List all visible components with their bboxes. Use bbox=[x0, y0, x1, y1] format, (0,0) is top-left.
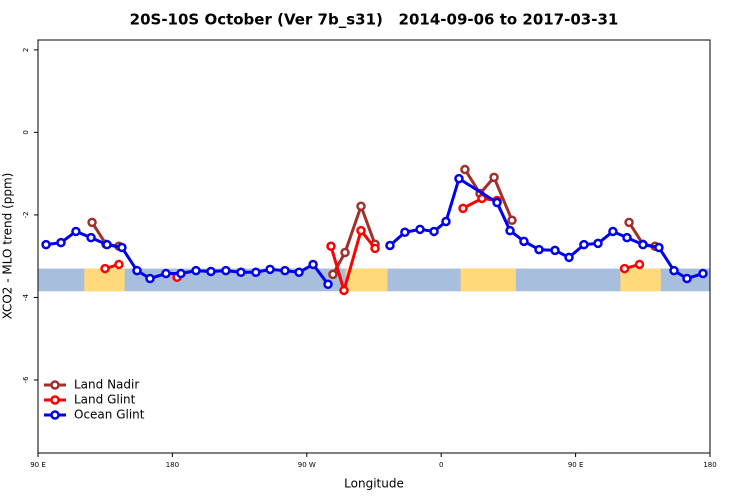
point bbox=[579, 239, 589, 250]
y-tick-label: 2 bbox=[22, 48, 30, 52]
point bbox=[624, 217, 634, 228]
legend-marker bbox=[50, 410, 60, 420]
point bbox=[619, 263, 630, 274]
point bbox=[441, 216, 451, 227]
point bbox=[519, 236, 529, 247]
land-mask bbox=[84, 268, 125, 292]
point bbox=[356, 201, 366, 212]
x-tick-label: 90 E bbox=[30, 461, 46, 469]
point bbox=[87, 217, 97, 228]
point bbox=[117, 242, 127, 253]
point bbox=[221, 265, 231, 276]
point bbox=[145, 273, 155, 284]
plot-frame bbox=[37, 39, 711, 454]
legend-marker bbox=[50, 380, 60, 390]
legend-label: Land Glint bbox=[74, 393, 136, 407]
point bbox=[326, 241, 336, 252]
point bbox=[564, 252, 574, 263]
point bbox=[356, 225, 366, 236]
point bbox=[132, 265, 142, 276]
land-mask bbox=[460, 268, 516, 292]
point bbox=[429, 226, 439, 237]
point bbox=[622, 232, 632, 243]
point bbox=[328, 269, 338, 280]
point bbox=[41, 239, 51, 250]
chart-title: 20S-10S October (Ver 7b_s31) 2014-09-06 … bbox=[130, 11, 619, 29]
legend-label: Ocean Glint bbox=[74, 408, 145, 422]
point bbox=[669, 265, 679, 276]
point bbox=[102, 239, 112, 250]
point bbox=[608, 226, 618, 237]
point bbox=[265, 264, 275, 275]
point bbox=[454, 173, 464, 184]
point bbox=[206, 266, 216, 277]
point bbox=[458, 203, 468, 214]
point bbox=[86, 232, 96, 243]
point bbox=[251, 267, 261, 278]
point bbox=[507, 215, 517, 226]
y-tick-label: -6 bbox=[22, 376, 30, 384]
point bbox=[460, 164, 470, 175]
y-tick-label: -4 bbox=[22, 293, 30, 301]
point bbox=[654, 242, 664, 253]
point bbox=[400, 227, 410, 238]
point bbox=[176, 268, 186, 279]
point bbox=[385, 240, 395, 251]
point bbox=[191, 265, 201, 276]
x-tick-label: 90 E bbox=[568, 461, 584, 469]
legend-label: Land Nadir bbox=[74, 378, 139, 392]
point bbox=[114, 259, 124, 270]
point bbox=[100, 263, 110, 274]
series-line bbox=[104, 196, 640, 292]
point bbox=[550, 245, 560, 256]
point bbox=[698, 268, 708, 279]
point bbox=[308, 259, 318, 270]
x-tick-label: 0 bbox=[439, 461, 443, 469]
y-tick-label: 0 bbox=[22, 130, 30, 134]
point bbox=[294, 267, 304, 278]
land-mask bbox=[345, 268, 388, 292]
point bbox=[505, 225, 515, 236]
point bbox=[280, 265, 290, 276]
point bbox=[634, 259, 645, 270]
legend-marker bbox=[50, 395, 60, 405]
point bbox=[370, 243, 380, 254]
point bbox=[489, 172, 499, 183]
x-axis-label: Longitude bbox=[344, 477, 404, 491]
x-tick-label: 90 W bbox=[298, 461, 316, 469]
point bbox=[534, 244, 544, 255]
x-tick-label: 180 bbox=[703, 461, 716, 469]
point bbox=[492, 197, 502, 208]
point bbox=[339, 285, 349, 296]
point bbox=[56, 237, 66, 248]
point bbox=[638, 239, 648, 250]
x-tick-label: 180 bbox=[166, 461, 179, 469]
point bbox=[340, 247, 350, 258]
land-mask bbox=[620, 268, 661, 292]
point bbox=[593, 238, 603, 249]
point bbox=[682, 273, 692, 284]
point bbox=[477, 193, 487, 204]
y-tick-label: -2 bbox=[22, 211, 30, 218]
point bbox=[236, 267, 246, 278]
y-axis-label: XCO2 - MLO trend (ppm) bbox=[1, 173, 15, 320]
point bbox=[71, 226, 81, 237]
point bbox=[323, 279, 333, 290]
point bbox=[415, 224, 425, 235]
point bbox=[161, 268, 171, 279]
